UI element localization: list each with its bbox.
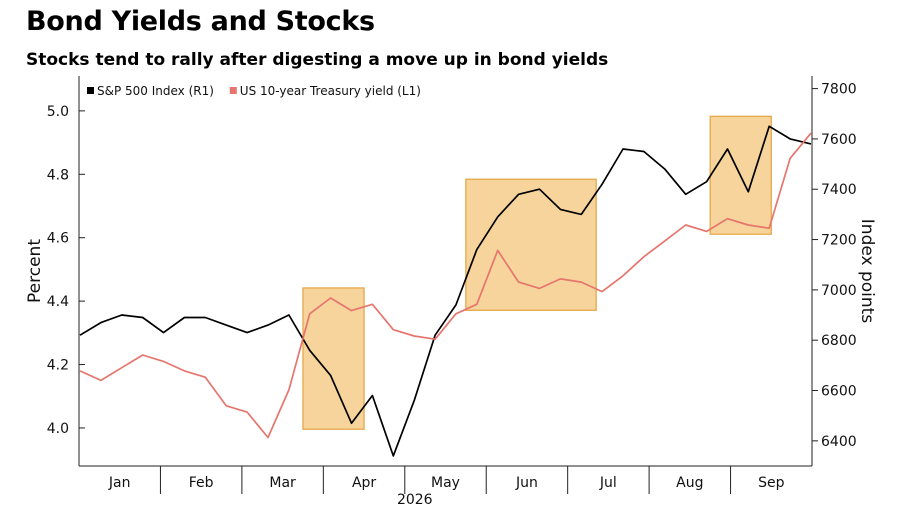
x-tick-label: Jun <box>515 475 538 491</box>
legend-swatch <box>87 87 94 94</box>
highlight-boxes <box>302 115 772 430</box>
y-right-tick-label: 7400 <box>821 182 857 198</box>
legend-swatch <box>229 87 237 94</box>
y-right-tick-label: 7600 <box>821 132 857 148</box>
y-left-axis-title: Percent <box>25 239 45 303</box>
y-left-tick-label: 4.0 <box>47 421 69 437</box>
sp500-line <box>79 125 812 457</box>
legend-label: US 10-year Treasury yield (L1) <box>240 84 421 98</box>
x-tick-label: May <box>431 475 460 491</box>
x-tick-label: Jan <box>108 475 131 491</box>
y-right-tick-label: 6800 <box>821 333 857 349</box>
legend-label: S&P 500 Index (R1) <box>97 84 214 98</box>
y-right-tick-label: 6600 <box>821 384 857 400</box>
x-tick-label: Apr <box>352 475 376 491</box>
highlight-box <box>709 115 772 235</box>
y-left-tick-label: 4.6 <box>47 231 69 247</box>
chart-subtitle: Stocks tend to rally after digesting a m… <box>26 50 609 70</box>
chart-axes <box>78 76 818 494</box>
highlight-box <box>465 178 597 311</box>
y-left-tick-label: 4.2 <box>47 358 69 374</box>
x-tick-label: Jul <box>599 475 617 491</box>
x-tick-label: Mar <box>269 475 296 491</box>
series-lines <box>79 125 812 457</box>
chart-title: Bond Yields and Stocks <box>26 6 375 37</box>
y-left-tick-label: 4.4 <box>47 294 69 310</box>
y-left-tick-label: 5.0 <box>47 104 69 120</box>
y-right-axis-title: Index points <box>857 219 877 324</box>
y-right-tick-label: 7200 <box>821 233 857 249</box>
y-right-tick-label: 7000 <box>821 283 857 299</box>
x-tick-label: Aug <box>676 475 703 491</box>
y-right-tick-label: 7800 <box>821 82 857 98</box>
y-right-tick-label: 6400 <box>821 434 857 450</box>
y-left-tick-label: 4.8 <box>47 167 69 183</box>
chart-legend: S&P 500 Index (R1) US 10-year Treasury yi… <box>87 84 421 98</box>
treasury-yield-line <box>79 132 812 439</box>
x-tick-label: Feb <box>189 475 214 491</box>
x-tick-label: Sep <box>758 475 785 491</box>
x-year-label: 2026 <box>397 492 433 508</box>
tick-labels: Jan Feb Mar Apr May Jun Jul Aug Sep 2026 4.0 4.2 4.4… <box>25 82 877 508</box>
